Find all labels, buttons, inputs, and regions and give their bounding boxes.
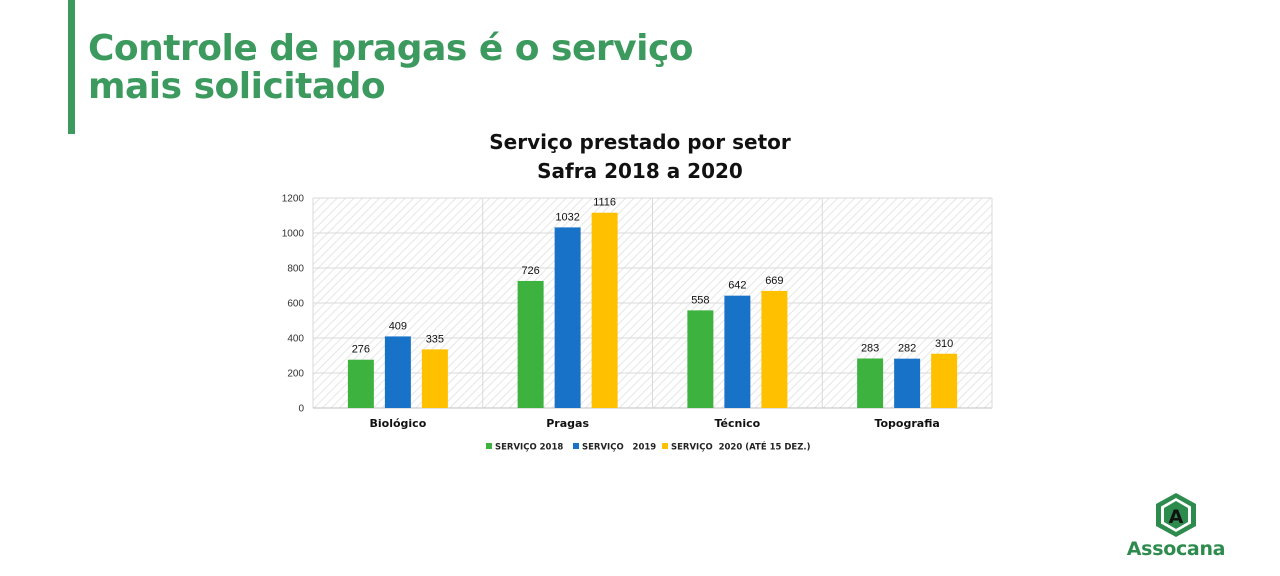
category-label: Biológico bbox=[369, 417, 426, 430]
data-label: 282 bbox=[898, 343, 916, 355]
slide-title-line-1: Controle de pragas é o serviço bbox=[88, 28, 694, 69]
category-label: Pragas bbox=[546, 417, 589, 430]
data-labels: 276 409 335 726 1032 1116 558 642 669 283 282 310 bbox=[352, 197, 954, 356]
y-tick-label: 200 bbox=[287, 369, 304, 380]
assocana-logo: A Assocana bbox=[1124, 492, 1228, 564]
y-tick-label: 1200 bbox=[282, 194, 305, 205]
slide-title: Controle de pragas é o serviço mais soli… bbox=[88, 28, 694, 107]
logo-mark: A bbox=[1169, 506, 1184, 528]
bar bbox=[724, 295, 751, 408]
y-tick-label: 800 bbox=[287, 264, 304, 275]
legend-swatch bbox=[573, 443, 579, 449]
category-label: Topografia bbox=[874, 417, 939, 430]
bar bbox=[687, 310, 714, 408]
bar bbox=[761, 290, 788, 408]
bar bbox=[591, 212, 618, 408]
legend-label: SERVIÇO 2018 bbox=[495, 443, 563, 453]
y-tick-label: 600 bbox=[287, 299, 304, 310]
bar bbox=[857, 358, 884, 408]
y-tick-label: 1000 bbox=[282, 229, 305, 240]
data-label: 1116 bbox=[593, 197, 616, 209]
bars bbox=[347, 212, 958, 408]
data-label: 335 bbox=[426, 333, 444, 345]
legend-swatch bbox=[486, 443, 492, 449]
legend-label: SERVIÇO 2020 (ATÉ 15 DEZ.) bbox=[671, 441, 811, 453]
category-labels: Biológico Pragas Técnico Topografia bbox=[369, 417, 939, 430]
bar bbox=[931, 353, 958, 408]
bar bbox=[347, 359, 374, 408]
legend-label: SERVIÇO 2019 bbox=[582, 443, 656, 453]
legend-swatch bbox=[662, 443, 668, 449]
bar bbox=[554, 227, 581, 408]
bar bbox=[421, 349, 448, 408]
y-tick-label: 400 bbox=[287, 334, 304, 345]
data-label: 726 bbox=[521, 265, 539, 277]
legend: SERVIÇO 2018 SERVIÇO 2019 SERVIÇO 2020 (AT… bbox=[486, 441, 811, 453]
data-label: 283 bbox=[861, 342, 879, 354]
y-tick-label: 0 bbox=[298, 404, 304, 415]
data-label: 276 bbox=[352, 344, 370, 356]
y-axis-ticks: 0 200 400 600 800 1000 1200 bbox=[282, 194, 305, 415]
logo-hexagon-icon: A bbox=[1156, 493, 1196, 537]
data-label: 669 bbox=[765, 275, 783, 287]
data-label: 310 bbox=[935, 338, 953, 350]
category-label: Técnico bbox=[715, 417, 761, 430]
bar bbox=[384, 336, 411, 408]
chart-subtitle: Safra 2018 a 2020 bbox=[537, 159, 743, 183]
bar bbox=[517, 280, 544, 408]
data-label: 558 bbox=[691, 294, 709, 306]
slide-title-line-2: mais solicitado bbox=[88, 66, 386, 107]
bar bbox=[894, 358, 921, 408]
chart-title: Serviço prestado por setor bbox=[489, 130, 791, 154]
data-label: 642 bbox=[728, 280, 746, 292]
data-label: 409 bbox=[389, 320, 407, 332]
accent-bar bbox=[68, 0, 75, 134]
data-label: 1032 bbox=[555, 211, 579, 223]
logo-text: Assocana bbox=[1126, 538, 1226, 560]
